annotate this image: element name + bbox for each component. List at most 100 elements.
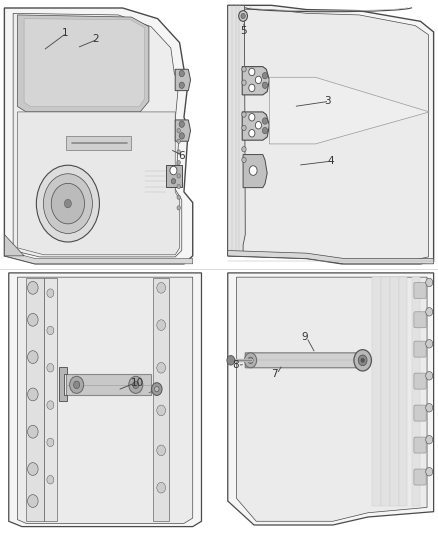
Text: 1: 1 xyxy=(61,28,68,38)
Circle shape xyxy=(28,388,38,401)
Circle shape xyxy=(177,128,180,133)
Circle shape xyxy=(179,82,184,88)
Polygon shape xyxy=(44,278,57,521)
Polygon shape xyxy=(237,277,427,521)
Circle shape xyxy=(157,362,166,373)
Circle shape xyxy=(47,438,54,447)
Circle shape xyxy=(262,72,268,79)
Circle shape xyxy=(239,11,247,21)
Circle shape xyxy=(354,350,371,371)
Circle shape xyxy=(28,313,38,326)
Circle shape xyxy=(28,495,38,507)
Circle shape xyxy=(47,364,54,372)
Circle shape xyxy=(51,183,85,224)
Polygon shape xyxy=(166,165,182,187)
Circle shape xyxy=(28,463,38,475)
Polygon shape xyxy=(59,367,67,401)
Circle shape xyxy=(426,340,433,348)
Circle shape xyxy=(74,381,80,389)
Circle shape xyxy=(43,174,92,233)
Polygon shape xyxy=(381,277,390,506)
Circle shape xyxy=(157,482,166,493)
Circle shape xyxy=(157,445,166,456)
Polygon shape xyxy=(228,5,245,256)
Text: 7: 7 xyxy=(272,369,278,379)
Circle shape xyxy=(262,127,268,134)
Polygon shape xyxy=(18,277,193,523)
Circle shape xyxy=(358,355,367,366)
Polygon shape xyxy=(243,155,267,188)
Circle shape xyxy=(242,80,246,85)
Circle shape xyxy=(242,112,246,117)
Polygon shape xyxy=(269,77,429,144)
Circle shape xyxy=(249,130,255,137)
Polygon shape xyxy=(153,278,169,521)
Polygon shape xyxy=(242,112,269,140)
Circle shape xyxy=(177,195,180,199)
Circle shape xyxy=(248,357,253,364)
Circle shape xyxy=(244,353,257,368)
Circle shape xyxy=(426,372,433,380)
Polygon shape xyxy=(26,278,44,521)
Circle shape xyxy=(426,308,433,316)
Circle shape xyxy=(242,125,246,131)
Circle shape xyxy=(177,160,180,165)
Circle shape xyxy=(177,139,180,143)
Polygon shape xyxy=(66,136,131,150)
Text: 6: 6 xyxy=(178,151,184,160)
Circle shape xyxy=(177,184,180,189)
FancyBboxPatch shape xyxy=(414,373,426,389)
Text: 10: 10 xyxy=(131,378,144,387)
Circle shape xyxy=(242,157,246,163)
Circle shape xyxy=(262,118,268,124)
Circle shape xyxy=(179,133,184,139)
Circle shape xyxy=(242,147,246,152)
Circle shape xyxy=(155,386,159,392)
Circle shape xyxy=(179,121,184,127)
Circle shape xyxy=(28,351,38,364)
FancyBboxPatch shape xyxy=(414,437,426,453)
Polygon shape xyxy=(228,5,434,264)
Circle shape xyxy=(249,114,255,121)
Circle shape xyxy=(249,68,255,76)
Circle shape xyxy=(28,281,38,294)
Polygon shape xyxy=(175,69,191,91)
Circle shape xyxy=(47,326,54,335)
Text: 8: 8 xyxy=(232,360,239,370)
Polygon shape xyxy=(4,8,193,264)
Polygon shape xyxy=(4,235,24,256)
FancyBboxPatch shape xyxy=(414,469,426,485)
Circle shape xyxy=(249,166,257,175)
Circle shape xyxy=(70,376,84,393)
Polygon shape xyxy=(9,273,201,527)
Circle shape xyxy=(426,403,433,412)
Polygon shape xyxy=(66,374,151,395)
Circle shape xyxy=(255,76,261,84)
Circle shape xyxy=(152,383,162,395)
Circle shape xyxy=(227,356,235,365)
Circle shape xyxy=(171,179,176,184)
FancyBboxPatch shape xyxy=(414,282,426,298)
Circle shape xyxy=(47,289,54,297)
Circle shape xyxy=(262,82,268,88)
Circle shape xyxy=(177,206,180,210)
Circle shape xyxy=(157,320,166,330)
Polygon shape xyxy=(372,277,381,506)
Circle shape xyxy=(28,425,38,438)
Circle shape xyxy=(249,84,255,92)
Circle shape xyxy=(47,401,54,409)
Polygon shape xyxy=(242,67,269,95)
Polygon shape xyxy=(399,277,407,506)
Polygon shape xyxy=(18,112,180,255)
FancyBboxPatch shape xyxy=(414,341,426,357)
Polygon shape xyxy=(412,277,420,506)
Polygon shape xyxy=(18,15,149,112)
Circle shape xyxy=(170,166,177,175)
Polygon shape xyxy=(228,273,434,525)
Circle shape xyxy=(426,435,433,444)
Polygon shape xyxy=(228,251,434,264)
Circle shape xyxy=(361,358,364,362)
Circle shape xyxy=(177,150,180,154)
Circle shape xyxy=(177,174,180,178)
Polygon shape xyxy=(4,251,193,264)
